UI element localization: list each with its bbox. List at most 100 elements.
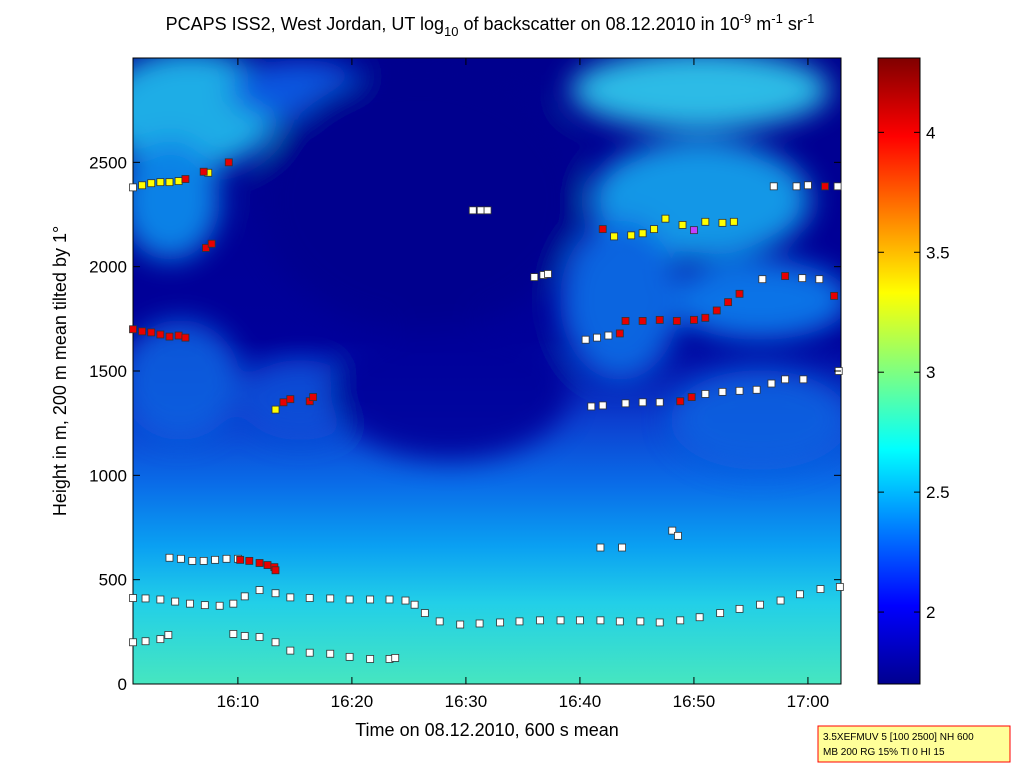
colorbar [877,57,921,685]
layer-marker [596,616,605,625]
layer-marker [598,225,607,234]
colorbar-tick-label: 3.5 [926,243,950,262]
layer-marker [483,206,492,215]
layer-marker [271,589,280,598]
layer-marker [271,638,280,647]
layer-marker [129,594,137,602]
layer-marker [391,654,400,662]
y-tick-label: 2500 [89,153,127,172]
layer-marker [636,617,645,626]
layer-marker [758,275,767,284]
layer-marker [668,526,677,535]
layer-marker [804,181,812,190]
layer-marker [515,617,524,626]
layer-marker [326,649,335,658]
layer-marker [475,619,484,628]
layer-marker [676,397,685,406]
layer-marker [830,291,839,300]
layer-marker [604,331,613,340]
layer-marker [240,592,249,601]
layer-marker [615,329,624,338]
y-tick-label: 1500 [89,362,127,381]
layer-marker [156,635,165,644]
title-part: sr [783,14,803,34]
title-part: m [751,14,771,34]
layer-marker [138,181,147,190]
title-part: 10 [444,24,458,39]
layer-marker [835,583,844,591]
y-tick-label: 0 [118,675,127,694]
layer-marker [798,274,807,283]
x-tick-label: 16:30 [445,692,488,711]
layer-marker [326,594,335,603]
layer-marker [174,177,183,186]
layer-marker [776,596,785,605]
layer-marker [627,231,636,240]
layer-marker [141,594,150,603]
layer-marker [674,531,682,540]
layer-marker [305,594,314,602]
layer-marker [781,375,790,384]
layer-marker [202,243,210,252]
layer-marker [596,543,605,552]
title-part: -9 [740,11,752,26]
colorbar-tick-label: 3 [926,363,935,382]
layer-marker [174,331,183,340]
layer-marker [401,596,410,605]
title-part: -1 [771,11,783,26]
layer-marker [271,405,280,414]
layer-marker [690,315,698,324]
layer-marker [199,167,208,176]
layer-marker [593,333,601,342]
layer-marker [147,179,156,188]
layer-marker [286,395,295,404]
layer-marker [240,632,249,640]
layer-marker [129,183,137,192]
layer-marker [165,178,174,187]
layer-marker [581,335,590,344]
chart-title: PCAPS ISS2, West Jordan, UT log10 of bac… [166,11,815,39]
x-tick-label: 16:40 [559,692,602,711]
layer-marker [156,178,165,187]
layer-marker [556,616,565,625]
title-part: of backscatter on 08.12.2010 in 10 [459,14,740,34]
x-tick-label: 17:00 [787,692,830,711]
layer-marker [215,601,224,610]
layer-marker [661,214,670,223]
layer-marker [672,317,681,325]
layer-marker [165,332,174,341]
layer-marker [544,270,552,278]
layer-marker [821,182,829,191]
layer-marker [156,595,165,604]
info-box [817,725,1011,763]
layer-marker [224,158,233,167]
layer-marker [410,600,419,609]
layer-marker [286,646,295,655]
layer-marker [309,393,318,401]
layer-marker [678,221,687,229]
layer-marker [833,182,842,191]
layer-marker [638,229,647,238]
x-tick-label: 16:10 [217,692,260,711]
layer-marker [200,601,209,610]
layer-marker [687,393,696,401]
layer-marker [655,618,664,627]
layer-marker [598,401,607,410]
layer-marker [816,585,825,593]
layer-marker [345,595,354,604]
y-tick-label: 2000 [89,258,127,277]
layer-marker [456,620,465,629]
layer-marker [735,386,744,395]
layer-marker [222,554,231,563]
x-tick-label: 16:50 [673,692,716,711]
layer-marker [655,315,664,324]
layer-marker [752,385,761,394]
layer-marker [655,398,664,407]
layer-marker [199,556,208,565]
layer-marker [129,638,137,647]
layer-marker [536,616,544,625]
layer-marker [621,317,630,325]
layer-marker [366,595,375,604]
layer-marker [718,218,727,227]
